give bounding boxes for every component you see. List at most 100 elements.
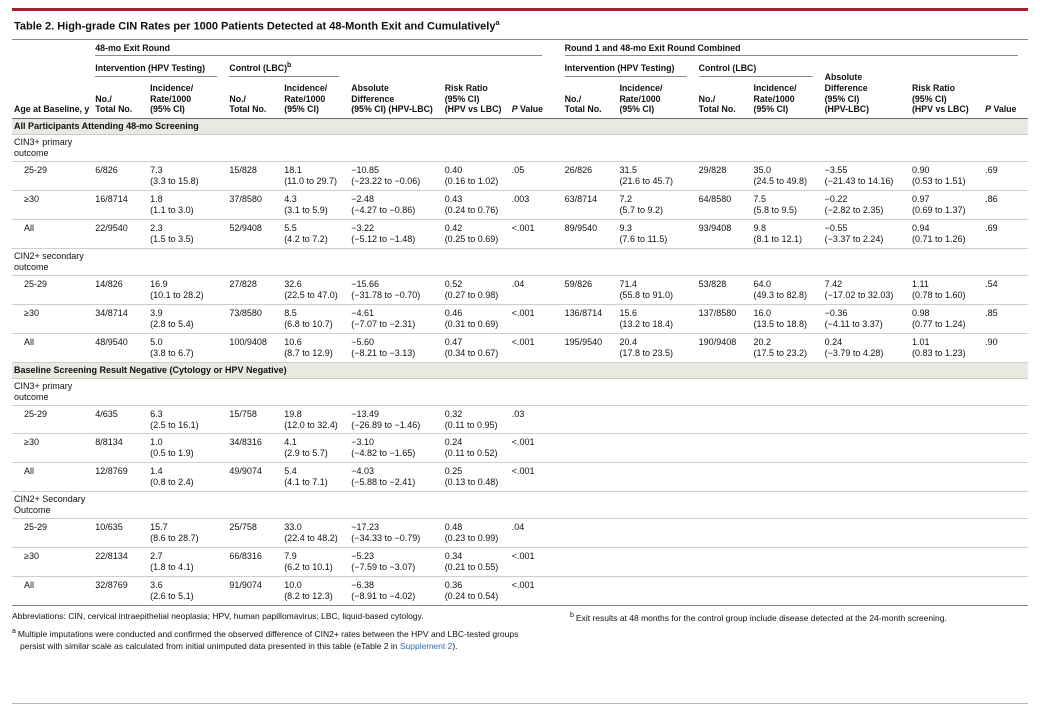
table-row: ≥30 16/8714 1.8 (1.1 to 3.0) 37/8580 4.3 (3.… <box>12 190 1028 220</box>
data-cell: 20.4 (17.8 to 23.5) <box>617 333 697 363</box>
column-spacer <box>552 405 563 435</box>
col-header-incidence-exit-int: Incidence/ Rate/1000 (95% CI) <box>150 83 194 115</box>
data-cell: 1.11 (0.78 to 1.60) <box>909 275 984 305</box>
page-title: Table 2. High-grade CIN Rates per 1000 P… <box>14 18 1028 33</box>
data-cell: 0.48 (0.23 to 0.99) <box>442 518 510 549</box>
data-cell: 190/9408 <box>696 333 752 363</box>
data-cell: 5.0 (3.8 to 6.7) <box>148 333 228 363</box>
subsection-cell: CIN2+ Secondary Outcome <box>12 491 1028 520</box>
data-cell: .003 <box>509 190 553 220</box>
subgroup-combined-intervention: Intervention (HPV Testing) <box>563 59 697 80</box>
col-group-exit-label: 48-mo Exit Round <box>95 43 543 57</box>
data-cell: 9.3 (7.6 to 11.5) <box>617 219 697 249</box>
data-cell <box>909 518 984 549</box>
footnote-b: b Exit results at 48 months for the contr… <box>570 611 1028 625</box>
data-cell: −3.10 (−4.82 to −1.65) <box>349 433 443 464</box>
data-cell: 4/635 <box>93 405 149 435</box>
subgroup-exit-control: Control (LBC)b <box>227 59 349 80</box>
supplement-2-link[interactable]: Supplement 2 <box>399 640 453 651</box>
data-cell <box>617 576 697 607</box>
data-cell <box>983 405 1028 435</box>
data-cell: 3.6 (2.6 to 5.1) <box>148 576 228 607</box>
masthead-rule <box>12 8 1028 11</box>
column-spacer <box>552 547 563 578</box>
data-cell: .05 <box>509 161 553 192</box>
data-cell: 10.0 (8.2 to 12.3) <box>282 576 350 607</box>
data-cell: .86 <box>983 190 1028 220</box>
data-cell <box>983 518 1028 549</box>
data-cell: .04 <box>509 275 553 305</box>
data-cell <box>822 433 910 464</box>
data-cell: 66/8316 <box>227 547 283 578</box>
table-row: 25-29 10/635 15.7 (8.6 to 28.7) 25/758 33.0 … <box>12 518 1028 549</box>
column-spacer <box>552 462 563 493</box>
data-cell: 1.01 (0.83 to 1.23) <box>909 333 984 363</box>
data-cell: 7.5 (5.8 to 9.5) <box>751 190 823 220</box>
data-cell <box>696 547 752 578</box>
data-cell: 1.0 (0.5 to 1.9) <box>148 433 228 464</box>
column-spacer <box>552 304 563 334</box>
data-cell: −6.38 (−8.91 to −4.02) <box>349 576 443 607</box>
data-cell: 34/8714 <box>93 304 149 334</box>
subgroup-exit-control-label: Control (LBC)b <box>229 62 340 78</box>
table-row: ≥30 34/8714 3.9 (2.8 to 5.4) 73/8580 8.5 (6.… <box>12 304 1028 334</box>
data-cell <box>562 547 618 578</box>
data-cell: 16.0 (13.5 to 18.8) <box>751 304 823 334</box>
age-label: ≥30 <box>12 304 94 334</box>
data-cell: 49/9074 <box>227 462 283 493</box>
data-cell: 37/8580 <box>227 190 283 220</box>
data-cell: −3.22 (−5.12 to −1.48) <box>349 219 443 249</box>
data-cell: 136/8714 <box>562 304 618 334</box>
subsection-row: CIN3+ primary outcome <box>12 378 1028 406</box>
data-cell: −4.03 (−5.88 to −2.41) <box>349 462 443 493</box>
table-row: ≥30 22/8134 2.7 (1.8 to 4.1) 66/8316 7.9 (6.… <box>12 547 1028 578</box>
data-cell <box>696 462 752 493</box>
footnote-a: a Multiple imputations were conducted and… <box>12 627 542 653</box>
column-spacer <box>552 576 563 607</box>
subsection-cell: CIN3+ primary outcome <box>12 378 1028 406</box>
data-cell: −17.23 (−34.33 to −0.79) <box>349 518 443 549</box>
col-header-no-total-exit-ctrl: No./ Total No. <box>229 93 267 115</box>
data-cell: <.001 <box>509 333 553 363</box>
data-cell: 0.47 (0.34 to 0.67) <box>442 333 510 363</box>
data-cell: 5.4 (4.1 to 7.1) <box>282 462 350 493</box>
age-label: All <box>12 462 94 493</box>
data-cell <box>562 576 618 607</box>
col-header-no-total-comb-int: No./ Total No. <box>564 93 602 115</box>
age-label: ≥30 <box>12 433 94 464</box>
data-cell: 0.25 (0.13 to 0.48) <box>442 462 510 493</box>
data-cell: 7.2 (5.7 to 9.2) <box>617 190 697 220</box>
data-cell <box>751 518 823 549</box>
col-header-abs-diff-exit: Absolute Difference (95% CI) (HPV-LBC) <box>351 83 433 115</box>
data-cell: 22/8134 <box>93 547 149 578</box>
col-header-incidence-comb-int: Incidence/ Rate/1000 (95% CI) <box>619 83 663 115</box>
age-label: 25-29 <box>12 161 94 192</box>
data-cell: 0.52 (0.27 to 0.98) <box>442 275 510 305</box>
header-subgroup-row: Intervention (HPV Testing) Control (LBC)… <box>12 59 1028 114</box>
table-body: All Participants Attending 48-mo Screeni… <box>12 118 1028 607</box>
data-cell: 2.3 (1.5 to 3.5) <box>148 219 228 249</box>
data-cell: 6/826 <box>93 161 149 192</box>
subgroup-combined-control-label: Control (LBC) <box>698 63 813 78</box>
data-cell: 1.4 (0.8 to 2.4) <box>148 462 228 493</box>
table-row: All 48/9540 5.0 (3.8 to 6.7) 100/9408 10.6 (… <box>12 333 1028 363</box>
data-cell: .69 <box>983 161 1028 192</box>
data-cell: 8/8134 <box>93 433 149 464</box>
data-cell <box>617 433 697 464</box>
subsection-label: CIN2+ secondary outcome <box>14 250 84 272</box>
table-row: All 32/8769 3.6 (2.6 to 5.1) 91/9074 10.0 (8… <box>12 576 1028 607</box>
data-cell: 64.0 (49.3 to 82.8) <box>751 275 823 305</box>
data-cell: 0.24 (0.11 to 0.52) <box>442 433 510 464</box>
data-cell: 15/758 <box>227 405 283 435</box>
data-cell: 0.40 (0.16 to 1.02) <box>442 161 510 192</box>
data-cell: 0.94 (0.71 to 1.26) <box>909 219 984 249</box>
data-cell: 27/828 <box>227 275 283 305</box>
data-cell: .90 <box>983 333 1028 363</box>
data-cell: −13.49 (−26.89 to −1.46) <box>349 405 443 435</box>
data-cell: −5.60 (−8.21 to −3.13) <box>349 333 443 363</box>
data-cell <box>822 576 910 607</box>
data-cell: −10.85 (−23.22 to −0.06) <box>349 161 443 192</box>
col-header-abs-diff-combined: Absolute Difference (95% CI) (HPV-LBC) <box>824 72 870 115</box>
data-cell: −0.55 (−3.37 to 2.24) <box>822 219 910 249</box>
data-cell: 20.2 (17.5 to 23.2) <box>751 333 823 363</box>
